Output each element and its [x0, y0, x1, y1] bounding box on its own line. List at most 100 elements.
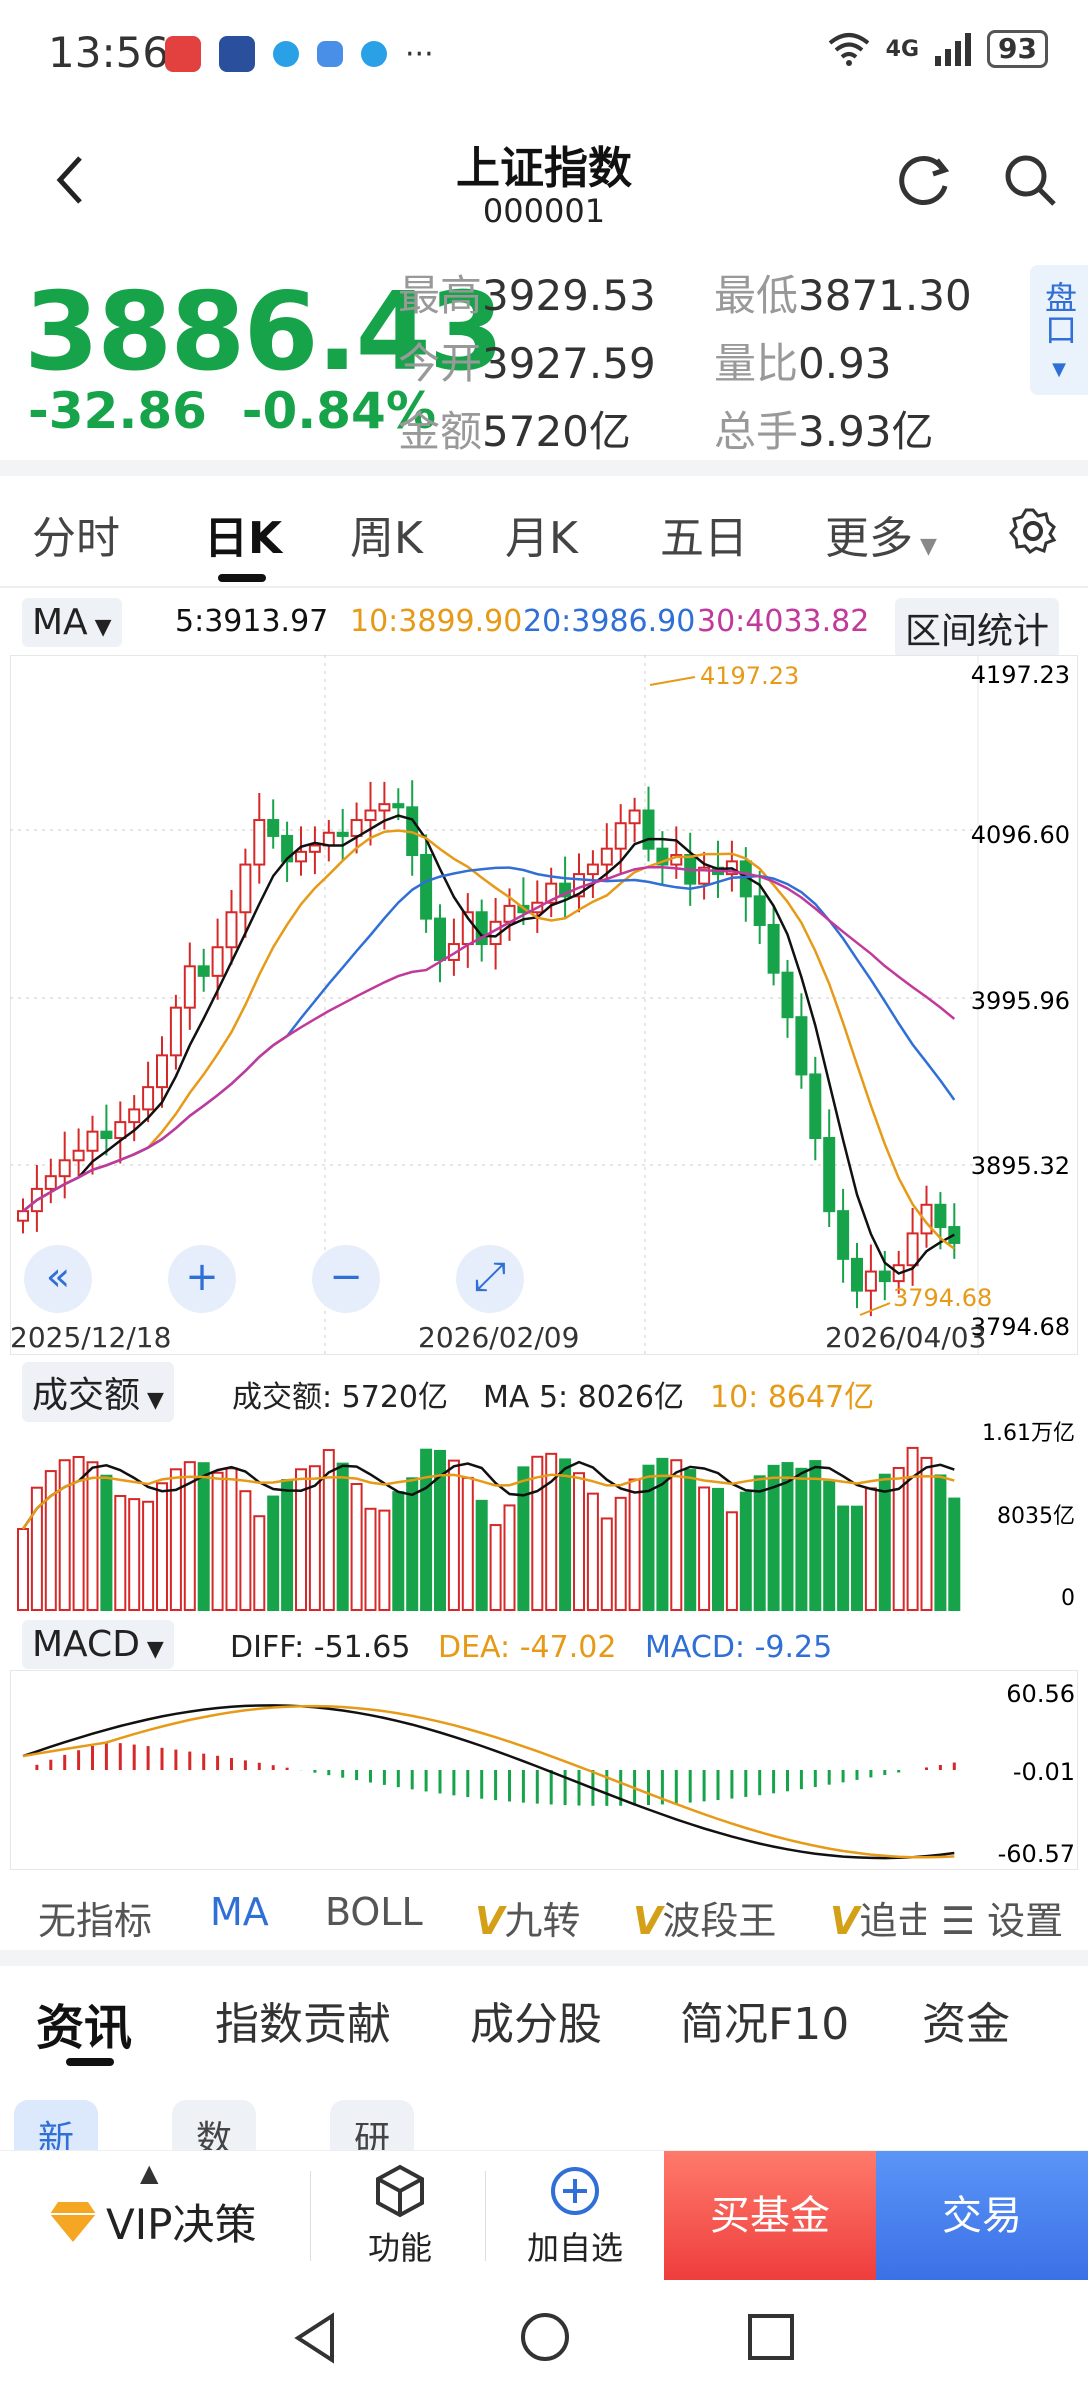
- candle-body: [128, 1108, 141, 1124]
- candle-body: [211, 946, 224, 977]
- y-tick-label: 4096.60: [971, 821, 1070, 849]
- y-tick-label: 4197.23: [971, 661, 1070, 689]
- volume-bar: [698, 1486, 711, 1611]
- candle-body: [364, 809, 377, 822]
- nav-back-icon[interactable]: [290, 2310, 340, 2366]
- tab-monthly-k[interactable]: 月K: [505, 513, 578, 564]
- active-tab-indicator: [66, 2058, 114, 2066]
- range-stats-button[interactable]: 区间统计: [895, 598, 1060, 658]
- volume-ma5: MA 5: 8026亿: [483, 1380, 685, 1415]
- macd-selector[interactable]: MACD ▼: [22, 1620, 174, 1669]
- back-button[interactable]: [50, 150, 90, 220]
- candle-body: [378, 803, 391, 812]
- tab-daily-k[interactable]: 日K: [204, 513, 283, 564]
- candle-body: [920, 1203, 933, 1235]
- candle-body: [823, 1137, 836, 1213]
- candle-body: [239, 863, 252, 914]
- volume-selector[interactable]: 成交额 ▼: [22, 1362, 174, 1422]
- ma-selector[interactable]: MA ▼: [22, 598, 122, 647]
- tab-weekly-k[interactable]: 周K: [350, 513, 423, 564]
- page-header: 上证指数 000001: [0, 120, 1088, 250]
- volume-bar: [364, 1507, 377, 1611]
- volume-bar: [128, 1498, 141, 1611]
- volume-bar: [670, 1459, 683, 1611]
- candle-body: [58, 1159, 71, 1178]
- gear-icon[interactable]: [1008, 506, 1058, 556]
- indicator-zhuiji[interactable]: V追击: [830, 1899, 926, 1943]
- app-notification-icon: [273, 41, 299, 67]
- function-button[interactable]: 功能: [340, 2163, 460, 2269]
- volume-bar: [156, 1482, 168, 1611]
- change-percent: -0.84%: [241, 382, 436, 440]
- tab-index-contribution[interactable]: 指数贡献: [215, 1999, 391, 2050]
- tab-constituents[interactable]: 成分股: [470, 1999, 602, 2050]
- vip-v-icon: V: [633, 1899, 663, 1943]
- candle-body: [72, 1149, 85, 1162]
- zoom-in-button[interactable]: +: [168, 1245, 236, 1313]
- candle-body: [545, 882, 558, 904]
- status-bar: 13:56 ··· 4G 93: [0, 0, 1088, 110]
- volume-bar: [239, 1490, 252, 1611]
- zoom-out-button[interactable]: −: [312, 1245, 380, 1313]
- settings-sliders-icon: ☰: [941, 1899, 976, 1943]
- volume-bar: [322, 1449, 335, 1611]
- divider: [0, 1950, 1088, 1966]
- volume-bar: [30, 1486, 43, 1611]
- search-icon[interactable]: [1000, 150, 1060, 210]
- ma5-legend: 5:3913.97: [175, 604, 329, 639]
- candle-body: [642, 809, 655, 850]
- tab-f10[interactable]: 简况F10: [680, 1999, 850, 2050]
- indicator-none[interactable]: 无指标: [38, 1899, 153, 1943]
- candle-body: [420, 854, 433, 920]
- tab-more[interactable]: 更多 ▼: [825, 513, 937, 564]
- candle-body: [447, 943, 460, 961]
- buy-fund-button[interactable]: 买基金: [664, 2151, 876, 2281]
- candle-body: [837, 1210, 850, 1260]
- nav-recents-icon[interactable]: [746, 2312, 796, 2362]
- caret-up-icon: ▲: [140, 2159, 159, 2187]
- candle-body: [295, 850, 307, 863]
- volume-bar: [781, 1462, 794, 1611]
- macd-y-label: 60.56: [1006, 1680, 1075, 1708]
- fullscreen-button[interactable]: ⤢: [456, 1245, 524, 1313]
- current-price: 3886.43: [24, 270, 504, 395]
- trade-button[interactable]: 交易: [876, 2151, 1088, 2281]
- volume-bar: [447, 1459, 460, 1612]
- tab-minute[interactable]: 分时: [32, 513, 120, 564]
- vip-decision-button[interactable]: VIP决策: [48, 2191, 256, 2252]
- indicator-ma[interactable]: MA: [210, 1890, 269, 1934]
- indicator-boduanwang[interactable]: V波段王: [633, 1899, 777, 1943]
- nav-home-icon[interactable]: [518, 2310, 572, 2364]
- page-title: 上证指数: [456, 143, 632, 194]
- candle-body: [156, 1054, 168, 1089]
- status-right: 4G 93: [826, 30, 1048, 68]
- refresh-icon[interactable]: [895, 150, 955, 210]
- volume-bar: [350, 1483, 363, 1611]
- tab-capital[interactable]: 资金: [922, 1999, 1010, 2050]
- tab-five-day[interactable]: 五日: [660, 513, 748, 564]
- indicator-boll[interactable]: BOLL: [325, 1890, 423, 1934]
- kline-chart[interactable]: 4197.23 4096.60 3995.96 3895.32 3794.68 …: [10, 655, 1078, 1355]
- tab-news[interactable]: 资讯: [36, 2000, 133, 2056]
- macd-dea-line: [22, 1704, 955, 1859]
- volume-bar: [142, 1500, 155, 1611]
- volume-bar: [434, 1449, 446, 1612]
- volume-bar: [725, 1511, 738, 1611]
- volume-ma10: 10: 8647亿: [710, 1380, 875, 1415]
- volume-bar: [378, 1509, 391, 1611]
- pankou-button[interactable]: 盘口 ▼: [1030, 265, 1088, 395]
- indicator-settings-button[interactable]: ☰ 设置: [935, 1890, 1064, 1945]
- y-tick-label: 3794.68: [971, 1313, 1070, 1341]
- divider: [0, 460, 1088, 476]
- candle-body: [86, 1130, 99, 1152]
- scroll-left-button[interactable]: «: [24, 1245, 92, 1313]
- y-tick-label: 3895.32: [971, 1152, 1070, 1180]
- candle-body: [322, 831, 335, 847]
- macd-diff-line: [22, 1704, 955, 1860]
- add-watchlist-button[interactable]: 加自选: [515, 2163, 635, 2269]
- volume-bar: [906, 1446, 919, 1611]
- volume-value: 成交额: 5720亿: [232, 1380, 448, 1415]
- candle-body: [183, 965, 196, 1009]
- volume-bar: [197, 1462, 210, 1612]
- indicator-jiuzhuan[interactable]: V九转: [475, 1899, 581, 1943]
